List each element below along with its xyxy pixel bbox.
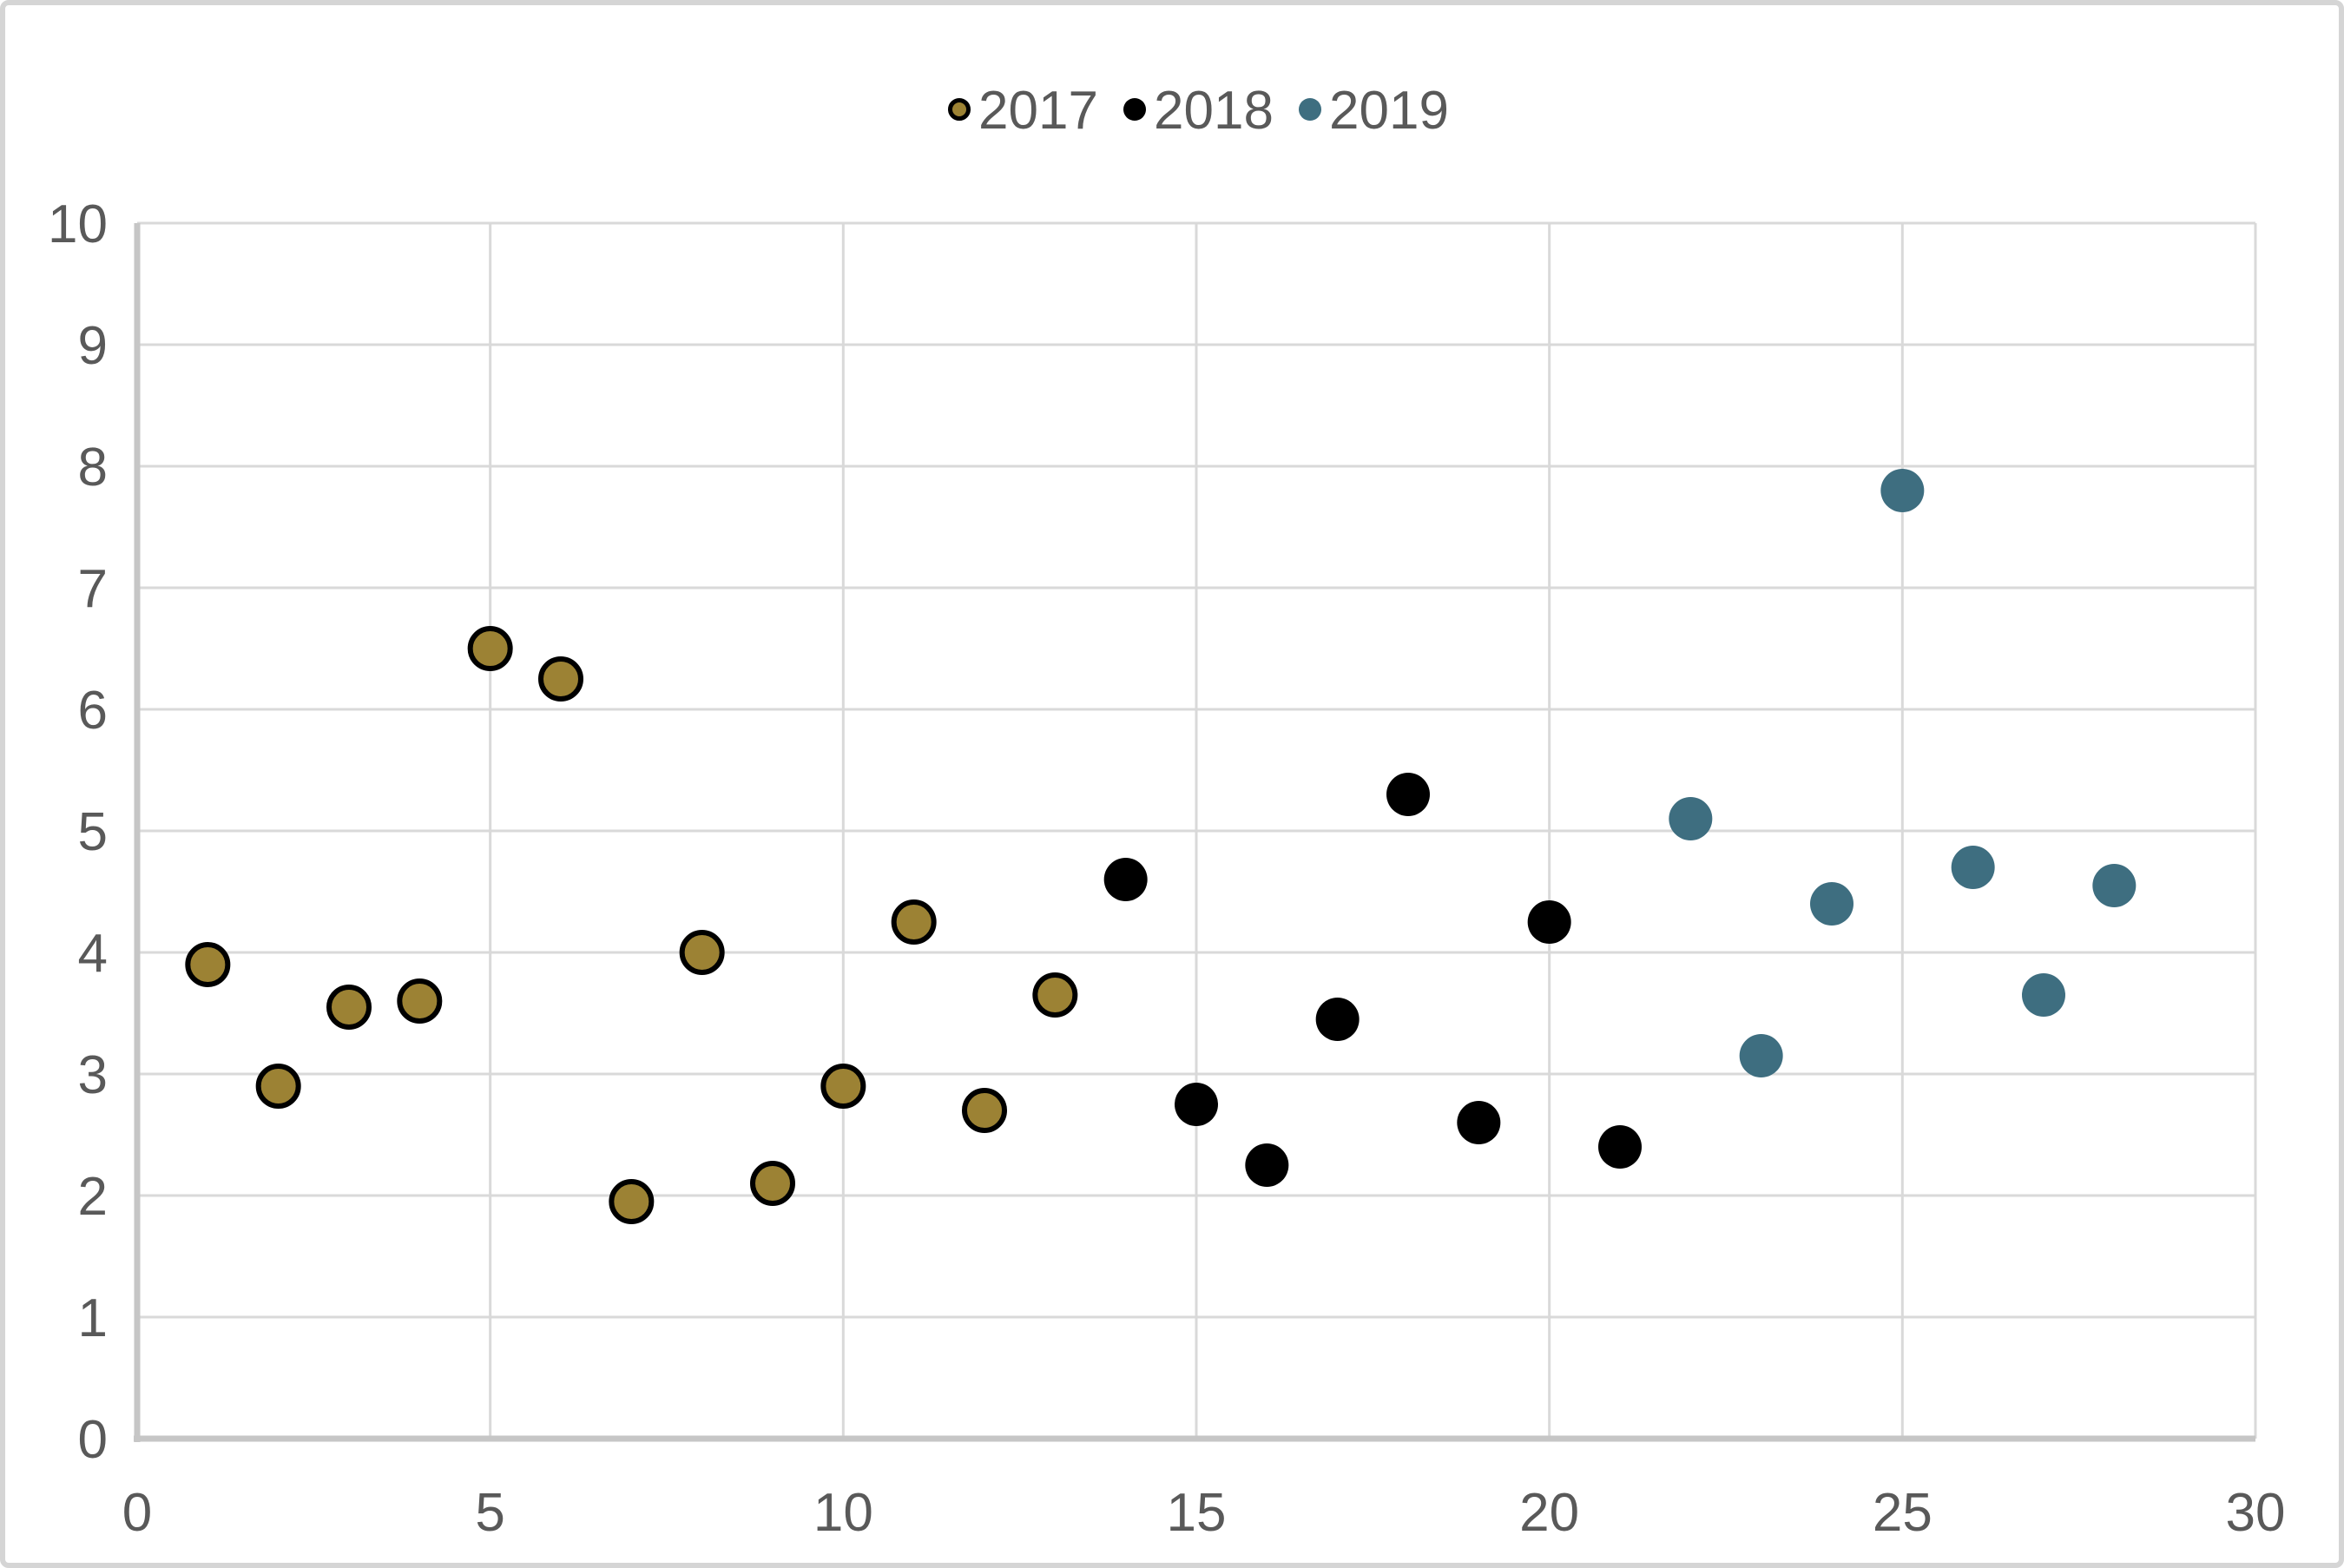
y-tick-label: 10 (48, 194, 108, 254)
data-point-2017 (1032, 972, 1078, 1018)
x-tick-label: 0 (122, 1483, 152, 1543)
legend-marker-2018 (1123, 98, 1146, 121)
x-tick-label: 25 (1873, 1483, 1932, 1543)
legend-marker-2017 (948, 98, 971, 121)
legend-item-2019: 2019 (1299, 81, 1449, 141)
y-tick-label: 2 (78, 1167, 108, 1227)
data-point-2018 (1175, 1083, 1218, 1126)
y-tick-label: 8 (78, 438, 108, 497)
data-point-2017 (326, 985, 372, 1030)
data-point-2018 (1598, 1125, 1642, 1169)
data-point-2017 (820, 1064, 866, 1109)
series-2019 (1669, 469, 2137, 1077)
data-point-2018 (1527, 900, 1571, 944)
data-point-2018 (1457, 1101, 1501, 1144)
legend-item-2017: 2017 (948, 81, 1098, 141)
y-tick-label: 9 (78, 316, 108, 376)
x-tick-label: 5 (475, 1483, 504, 1543)
x-axis-labels: 0 5 10 15 20 25 30 (122, 1483, 2286, 1543)
legend-item-2018: 2018 (1123, 81, 1274, 141)
data-point-2018 (1386, 773, 1430, 816)
data-point-2017 (397, 978, 443, 1024)
x-tick-label: 10 (813, 1483, 873, 1543)
data-point-2017 (679, 930, 725, 975)
data-point-2017 (255, 1064, 301, 1109)
y-tick-label: 7 (78, 559, 108, 619)
legend-label-2018: 2018 (1154, 81, 1274, 141)
legend-label-2017: 2017 (978, 81, 1098, 141)
data-point-2018 (1103, 858, 1148, 901)
data-point-2017 (467, 626, 513, 671)
series-2018 (1103, 773, 1642, 1187)
y-tick-label: 6 (78, 681, 108, 741)
axis-lines (134, 223, 2255, 1442)
data-point-2019 (1951, 846, 1995, 889)
legend: 2017 2018 2019 (948, 81, 1449, 141)
y-tick-label: 1 (78, 1288, 108, 1348)
y-axis-labels: 0 1 2 3 4 5 6 7 8 9 10 (48, 194, 108, 1470)
y-tick-label: 3 (78, 1045, 108, 1105)
data-point-2019 (2092, 864, 2137, 907)
x-tick-label: 30 (2226, 1483, 2286, 1543)
data-point-2019 (1739, 1034, 1783, 1077)
data-point-2017 (538, 656, 583, 702)
data-point-2018 (1315, 998, 1360, 1041)
data-point-2018 (1245, 1143, 1289, 1187)
data-point-2019 (1810, 882, 1853, 926)
data-point-2017 (750, 1161, 795, 1206)
data-point-2017 (609, 1179, 655, 1224)
x-tick-label: 15 (1167, 1483, 1227, 1543)
data-point-2019 (1880, 469, 1925, 512)
y-tick-label: 0 (78, 1410, 108, 1470)
legend-label-2019: 2019 (1329, 81, 1449, 141)
gridlines (137, 221, 2257, 1439)
scatter-chart-svg: 0 1 2 3 4 5 6 7 8 9 10 0 5 10 15 20 25 30 2017 2018 2019 (48, 81, 2286, 1543)
data-point-2017 (185, 942, 231, 987)
data-point-2017 (891, 899, 937, 945)
series-2017 (185, 626, 1078, 1224)
y-tick-label: 4 (78, 924, 108, 984)
x-tick-label: 20 (1519, 1483, 1579, 1543)
legend-marker-2019 (1299, 98, 1321, 121)
y-tick-label: 5 (78, 802, 108, 862)
data-point-2019 (1669, 797, 1713, 840)
data-point-2019 (2022, 973, 2065, 1017)
data-point-2017 (962, 1088, 1007, 1133)
